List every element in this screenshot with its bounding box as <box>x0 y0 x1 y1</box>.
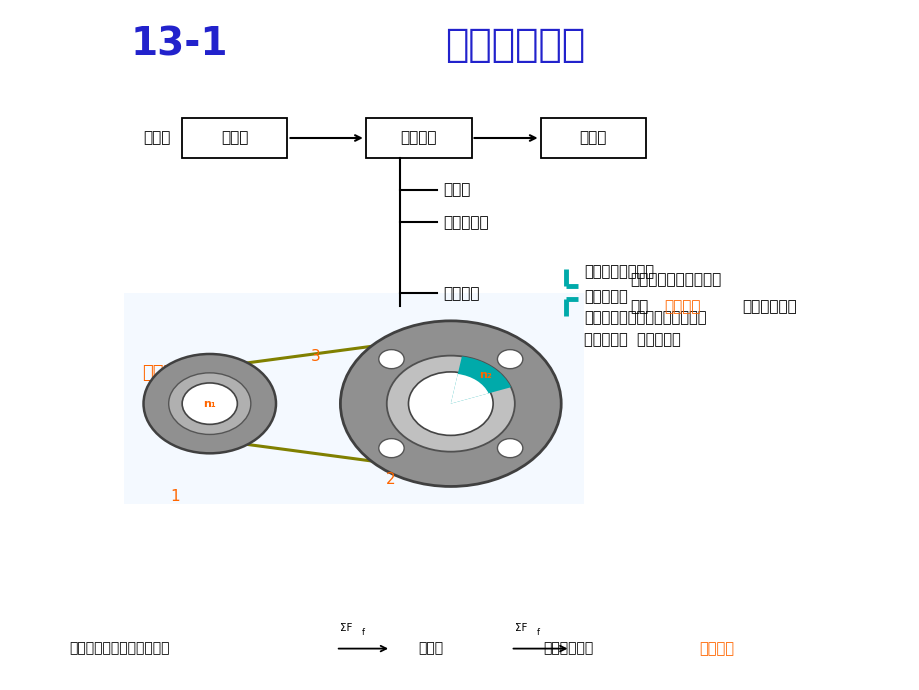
Text: 摩擦传动：带传动: 摩擦传动：带传动 <box>584 264 653 279</box>
Circle shape <box>168 373 251 435</box>
Text: f: f <box>361 628 364 637</box>
Wedge shape <box>450 374 488 404</box>
Circle shape <box>386 355 515 452</box>
Circle shape <box>182 383 237 424</box>
Text: 机械传动: 机械传动 <box>443 286 480 301</box>
Text: 作为: 作为 <box>630 299 648 315</box>
FancyBboxPatch shape <box>540 118 646 158</box>
Text: 一、组成及工作原理: 一、组成及工作原理 <box>142 364 239 382</box>
Text: 电传动: 电传动 <box>443 182 471 197</box>
Text: 工作机: 工作机 <box>579 130 607 146</box>
Text: n₂: n₂ <box>479 370 492 380</box>
Text: 啮合传动：齿轮传动、链传动、: 啮合传动：齿轮传动、链传动、 <box>584 310 706 325</box>
Text: 两个或多个带轮间用带: 两个或多个带轮间用带 <box>630 272 720 287</box>
Circle shape <box>419 380 482 427</box>
Text: 传动带的类型: 传动带的类型 <box>445 26 584 64</box>
Text: 带张紧在两轮上，主动轮转: 带张紧在两轮上，主动轮转 <box>69 642 169 656</box>
FancyBboxPatch shape <box>124 293 584 504</box>
Text: 摩擦传动: 摩擦传动 <box>698 641 733 656</box>
Text: 传动装置: 传动装置 <box>400 130 437 146</box>
Text: 3: 3 <box>311 349 320 364</box>
Circle shape <box>408 372 493 435</box>
Circle shape <box>143 354 276 453</box>
Text: 液、气传动: 液、气传动 <box>443 215 489 230</box>
Text: 带运动: 带运动 <box>418 642 443 656</box>
FancyBboxPatch shape <box>366 118 471 158</box>
Text: （形闭合）  蜗杆传动等: （形闭合） 蜗杆传动等 <box>584 332 680 347</box>
FancyBboxPatch shape <box>182 118 287 158</box>
Text: 挠性拉曳: 挠性拉曳 <box>664 299 700 315</box>
Text: （力闭合）: （力闭合） <box>584 289 628 304</box>
Circle shape <box>497 350 522 368</box>
Text: 零件的传动。: 零件的传动。 <box>742 299 797 315</box>
Text: ΣF: ΣF <box>515 624 527 633</box>
Wedge shape <box>450 356 510 404</box>
Circle shape <box>379 439 403 457</box>
Text: f: f <box>536 628 539 637</box>
Text: ΣF: ΣF <box>340 624 352 633</box>
Circle shape <box>340 321 561 486</box>
Text: 动力机: 动力机 <box>221 130 248 146</box>
Text: 从动轮转动：: 从动轮转动： <box>542 642 593 656</box>
Text: 1: 1 <box>170 489 179 504</box>
Text: 机器：: 机器： <box>143 130 171 146</box>
Text: n₁: n₁ <box>203 399 216 408</box>
Circle shape <box>497 439 522 457</box>
Text: 2: 2 <box>386 472 395 487</box>
Text: 13-1: 13-1 <box>130 26 228 64</box>
Circle shape <box>379 350 403 368</box>
